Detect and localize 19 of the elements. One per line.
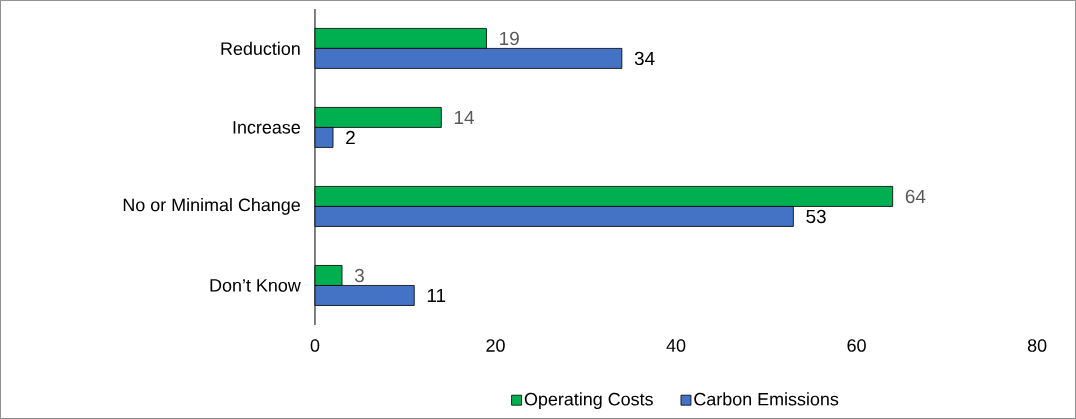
data-label: 53 [806,209,826,224]
x-tick-label: 20 [486,339,505,352]
x-tick-label: 80 [1027,339,1047,352]
x-tick-label: 0 [310,339,320,352]
data-label: 3 [354,268,364,283]
x-tick-label: 60 [847,339,866,352]
data-label: 34 [634,51,655,66]
y-tick-label: No or Minimal Change [123,198,300,215]
data-label: 19 [500,31,519,46]
y-tick-label: Don’t Know [210,279,301,292]
data-label: 2 [346,130,355,145]
data-label: 64 [905,189,926,204]
data-label: 11 [427,289,446,303]
y-tick-label: Reduction [221,41,300,56]
legend-label: Operating Costs [524,392,653,410]
data-label: 14 [454,110,475,124]
x-tick-label: 40 [666,339,686,352]
y-tick-label: Increase [233,121,300,134]
legend-label: Carbon Emissions [694,392,839,406]
